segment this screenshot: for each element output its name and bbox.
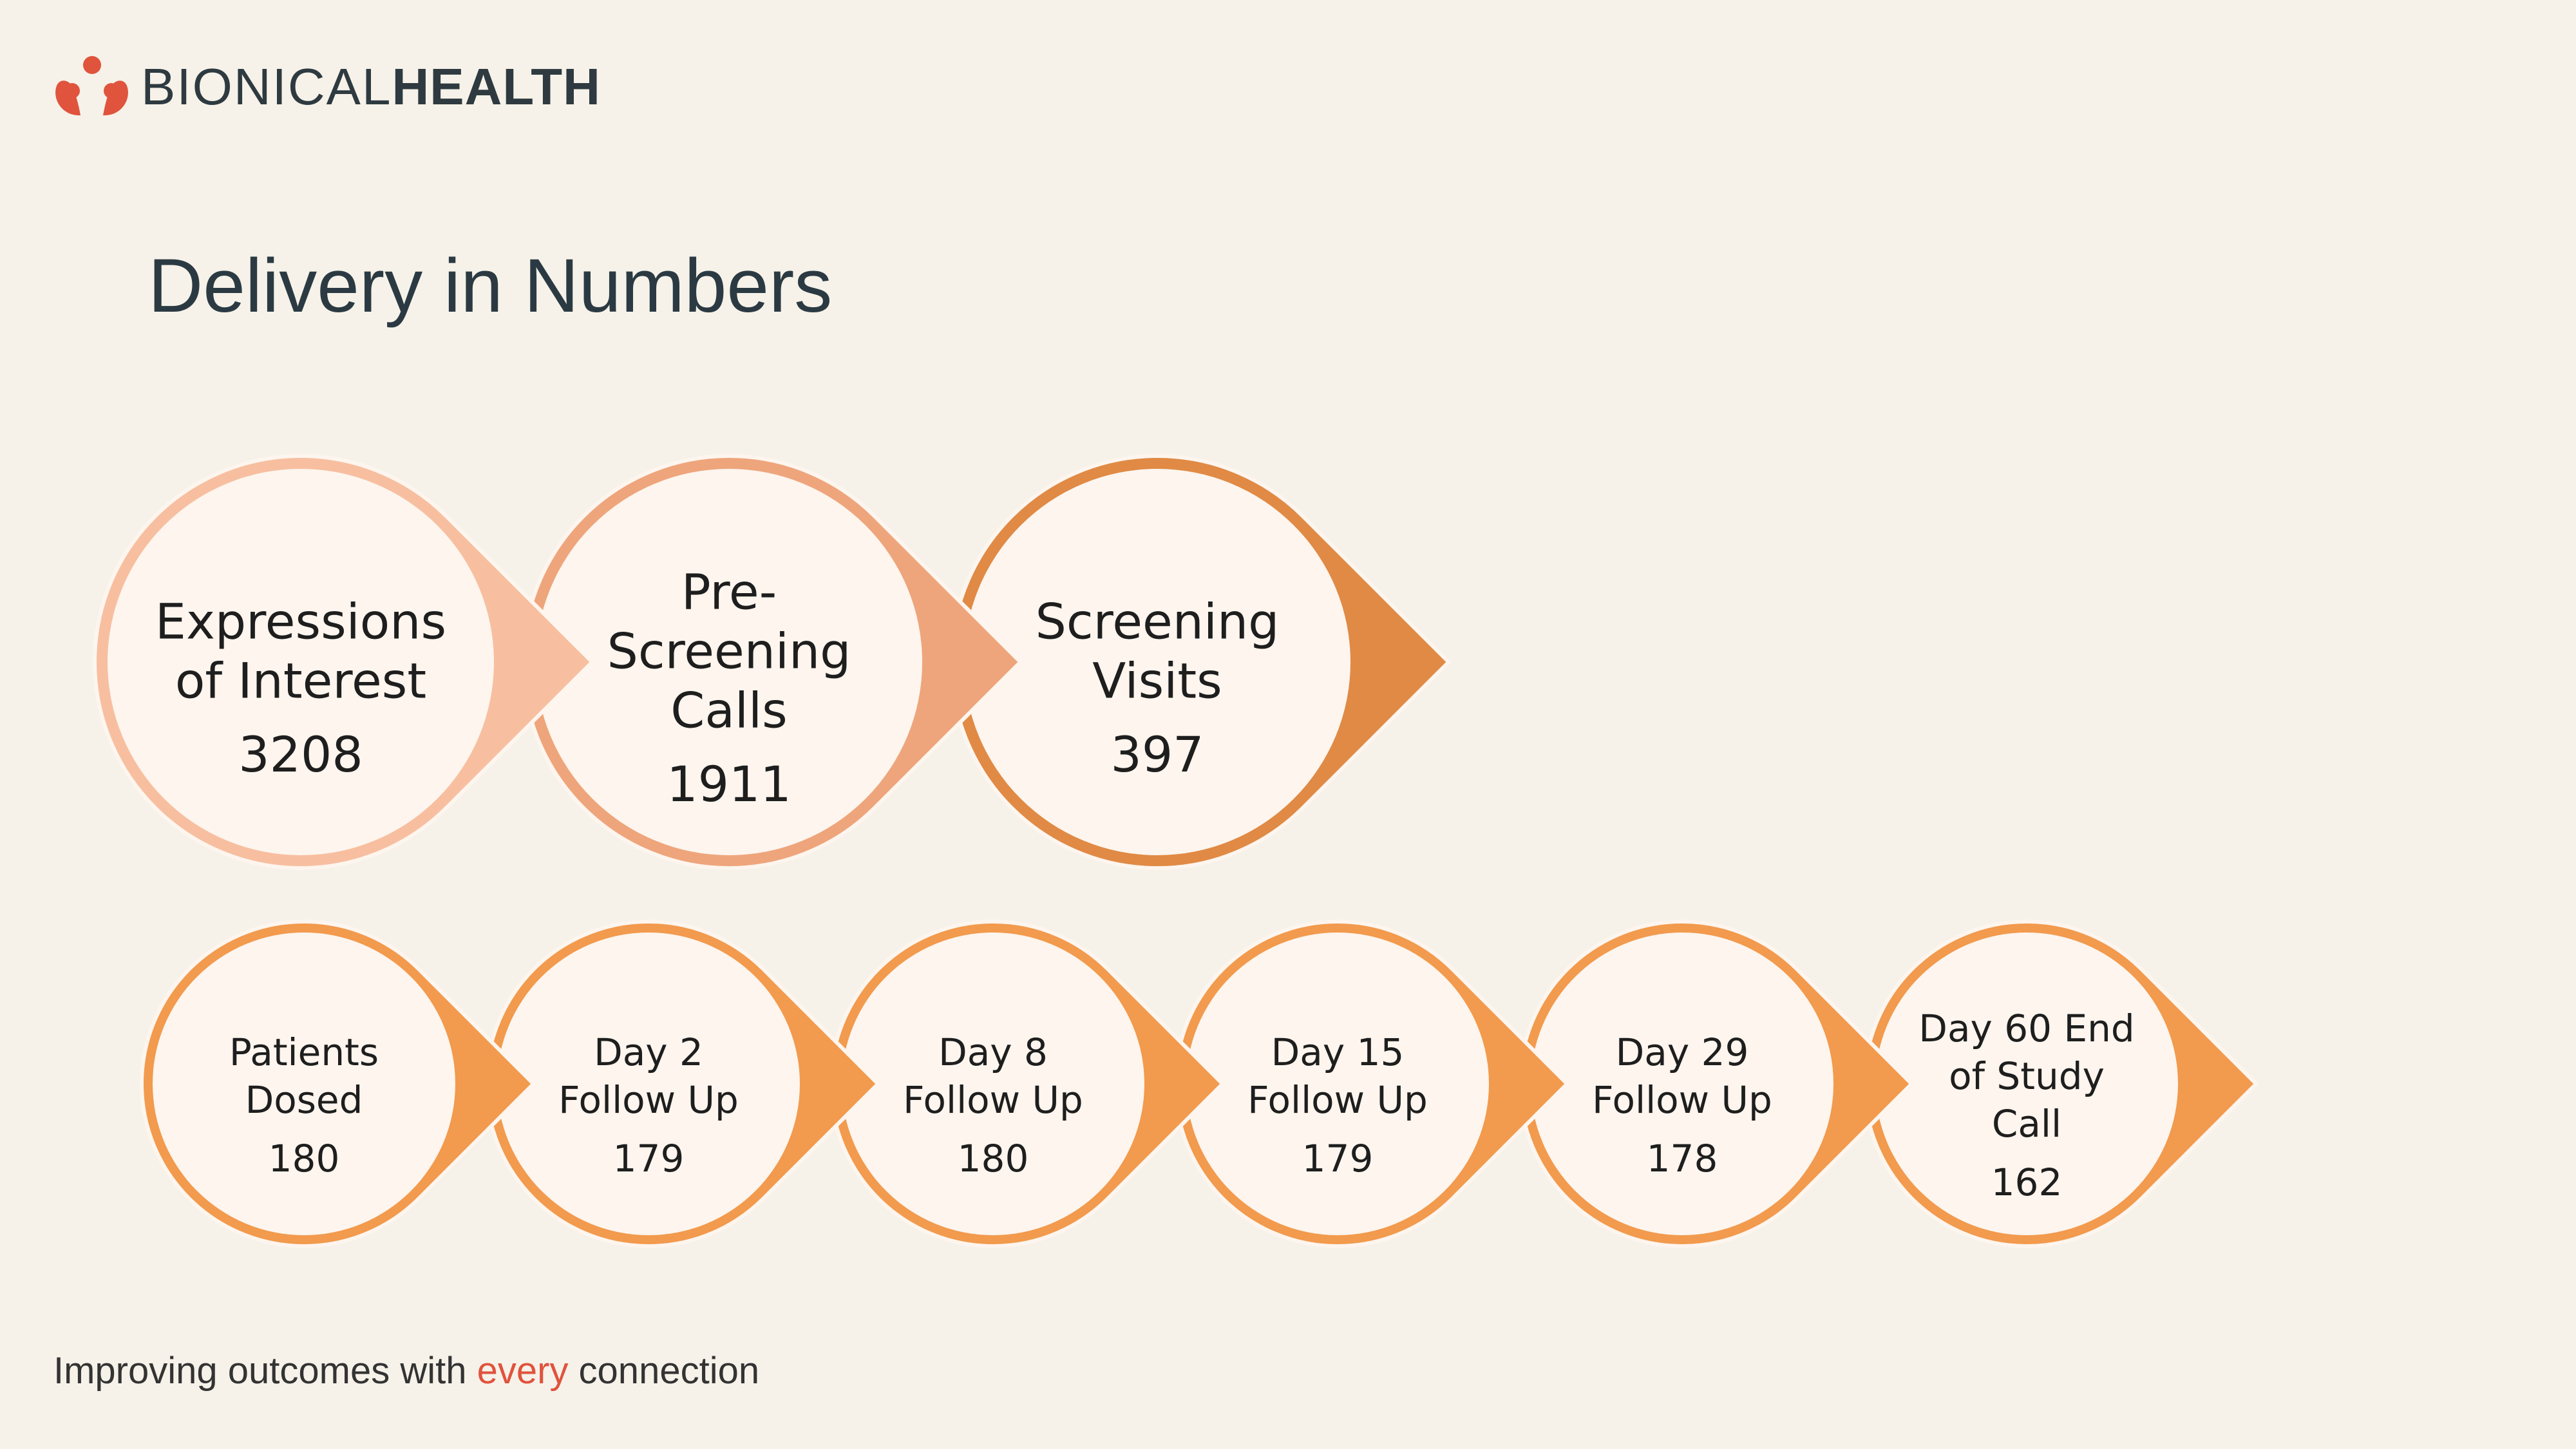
flow-step-inner-circle — [964, 469, 1350, 855]
tagline-after: connection — [568, 1350, 760, 1392]
flow-step-label: Patients — [229, 1030, 379, 1074]
flow-step-value: 180 — [958, 1137, 1029, 1180]
flow-step-label: Calls — [670, 682, 787, 739]
brand-name-bold: HEALTH — [392, 58, 601, 115]
flow-step-label: of Interest — [175, 652, 426, 710]
flow-step-label: Expressions — [155, 593, 446, 650]
flow-step-value: 179 — [1302, 1137, 1374, 1180]
flow-step-label: Day 8 — [938, 1030, 1048, 1074]
flow-step-value: 178 — [1647, 1137, 1718, 1180]
flow-step-label: Follow Up — [558, 1078, 739, 1122]
brand-name-light: BIONICAL — [141, 58, 392, 115]
flow-step-label: Pre- — [681, 564, 777, 621]
bionical-logo-icon — [55, 55, 128, 115]
flow-step-label: Call — [1992, 1102, 2061, 1146]
flow-step-inner-circle — [1531, 933, 1833, 1235]
tagline: Improving outcomes with every connection — [53, 1352, 759, 1390]
flow-step-label: Screening — [607, 623, 851, 680]
flow-step-inner-circle — [497, 933, 800, 1235]
flow-step-label: Follow Up — [1247, 1078, 1428, 1122]
brand-logo: BIONICALHEALTH — [52, 52, 601, 122]
flow-step-value: 180 — [269, 1137, 340, 1180]
flow-step-label: Screening — [1036, 593, 1280, 650]
flow-step-inner-circle — [108, 469, 494, 855]
flow-step-inner-circle — [153, 933, 455, 1235]
flow-step-label: of Study — [1949, 1054, 2105, 1098]
flow-step-inner-circle — [1875, 933, 2178, 1235]
flow-step-label: Follow Up — [1592, 1078, 1772, 1122]
flow-step-label: Day 2 — [594, 1030, 703, 1074]
tagline-before: Improving outcomes with — [53, 1350, 477, 1392]
flow-step-inner-circle — [842, 933, 1144, 1235]
flow-step-label: Follow Up — [903, 1078, 1083, 1122]
flow-step-label: Dosed — [245, 1078, 363, 1122]
brand-name: BIONICALHEALTH — [141, 61, 601, 113]
tagline-accent: every — [477, 1350, 569, 1392]
flow-step-label: Day 29 — [1616, 1030, 1749, 1074]
slide-title: Delivery in Numbers — [148, 243, 833, 328]
flow-step-value: 3208 — [238, 726, 363, 783]
flow-step-value: 1911 — [667, 755, 791, 813]
flow-step-label: Visits — [1092, 652, 1222, 710]
flow-step-value: 397 — [1110, 726, 1204, 783]
flow-step-value: 179 — [613, 1137, 685, 1180]
flow-step-label: Day 15 — [1271, 1030, 1405, 1074]
flow-step-inner-circle — [1186, 933, 1489, 1235]
flow-step-value: 162 — [1991, 1160, 2063, 1204]
flow-step-label: Day 60 End — [1918, 1007, 2134, 1050]
flow-step-inner-circle — [536, 469, 922, 855]
